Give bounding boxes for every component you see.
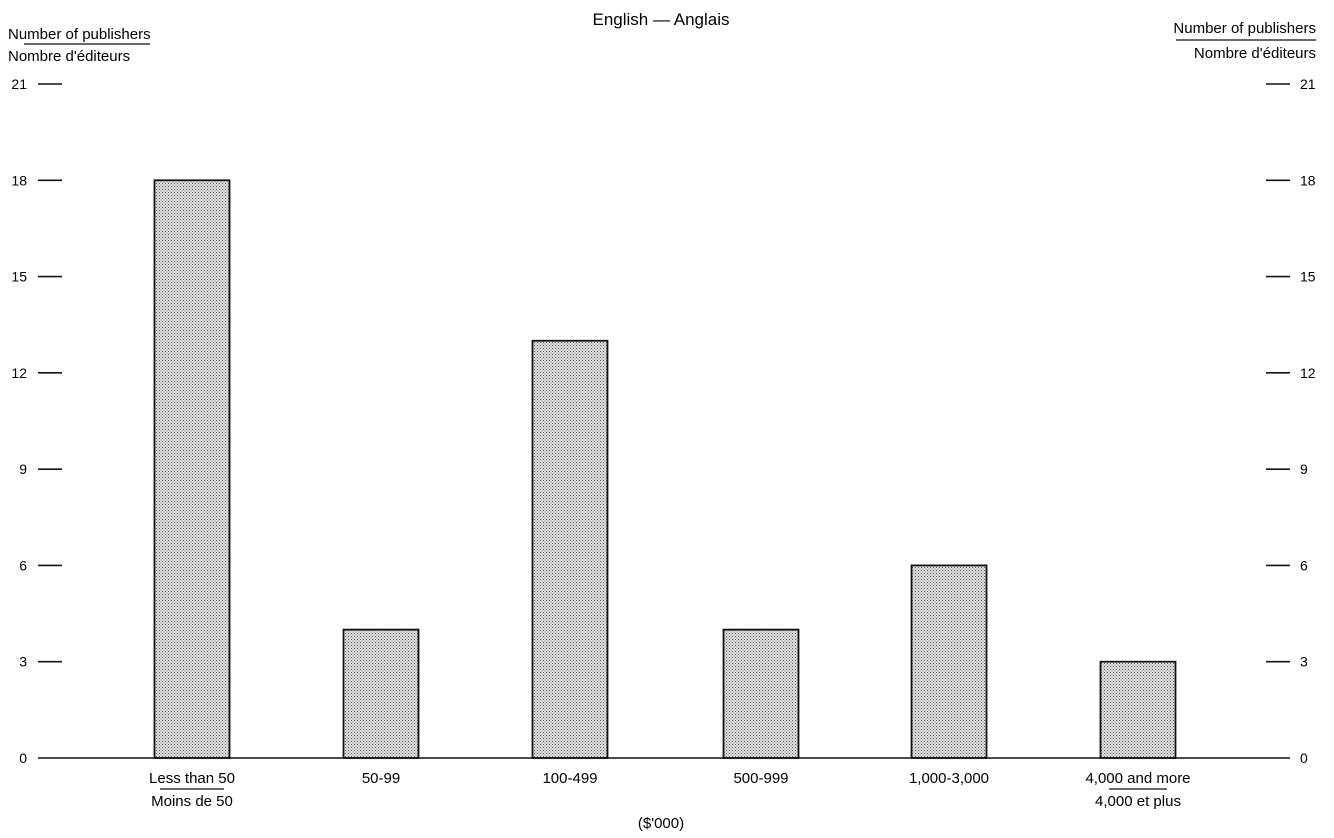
category-label-en: 100-499 [542, 770, 597, 787]
category-label-en: Less than 50 [149, 770, 235, 787]
right-y-axis: 0 3 6 9 12 15 18 21 [1266, 76, 1316, 766]
right-y-axis-label-en: Number of publishers [1173, 20, 1316, 37]
left-y-tick-label: 12 [11, 365, 27, 381]
left-y-tick-label: 21 [11, 76, 27, 92]
right-y-tick-label: 21 [1300, 76, 1316, 92]
category-label-fr: 4,000 et plus [1095, 793, 1181, 810]
right-y-tick-label: 18 [1300, 172, 1316, 188]
chart-title: English — Anglais [592, 10, 729, 29]
category-label-en: 50-99 [362, 770, 400, 787]
category-label-en: 1,000-3,000 [909, 770, 989, 787]
left-y-axis-label-en: Number of publishers [8, 26, 151, 43]
right-y-axis-label-fr: Nombre d'éditeurs [1194, 45, 1316, 62]
bar [1099, 660, 1177, 759]
category-label-en: 500-999 [733, 770, 788, 787]
left-y-axis: 0 3 6 9 12 15 18 21 [11, 76, 62, 766]
left-y-axis-label-fr: Nombre d'éditeurs [8, 48, 130, 65]
category-label-fr: Moins de 50 [151, 793, 233, 810]
bar [531, 339, 609, 759]
bars [153, 179, 1177, 759]
left-y-tick-label: 18 [11, 172, 27, 188]
right-y-tick-label: 9 [1300, 461, 1308, 477]
category-labels: Less than 50 Moins de 50 50-99 100-499 500-9… [149, 770, 1190, 810]
bar [342, 628, 420, 759]
right-y-tick-label: 0 [1300, 750, 1308, 766]
right-y-tick-label: 15 [1300, 269, 1316, 285]
bar [722, 628, 800, 759]
category-label-en: 4,000 and more [1085, 770, 1190, 787]
bar [910, 564, 988, 759]
right-y-tick-label: 6 [1300, 557, 1308, 573]
left-y-tick-label: 15 [11, 269, 27, 285]
right-y-tick-label: 12 [1300, 365, 1316, 381]
right-y-tick-label: 3 [1300, 654, 1308, 670]
left-y-tick-label: 9 [19, 461, 27, 477]
bar [153, 179, 231, 759]
x-axis-label: ($'000) [638, 815, 684, 832]
left-y-tick-label: 0 [19, 750, 27, 766]
left-y-tick-label: 6 [19, 557, 27, 573]
left-y-tick-label: 3 [19, 654, 27, 670]
